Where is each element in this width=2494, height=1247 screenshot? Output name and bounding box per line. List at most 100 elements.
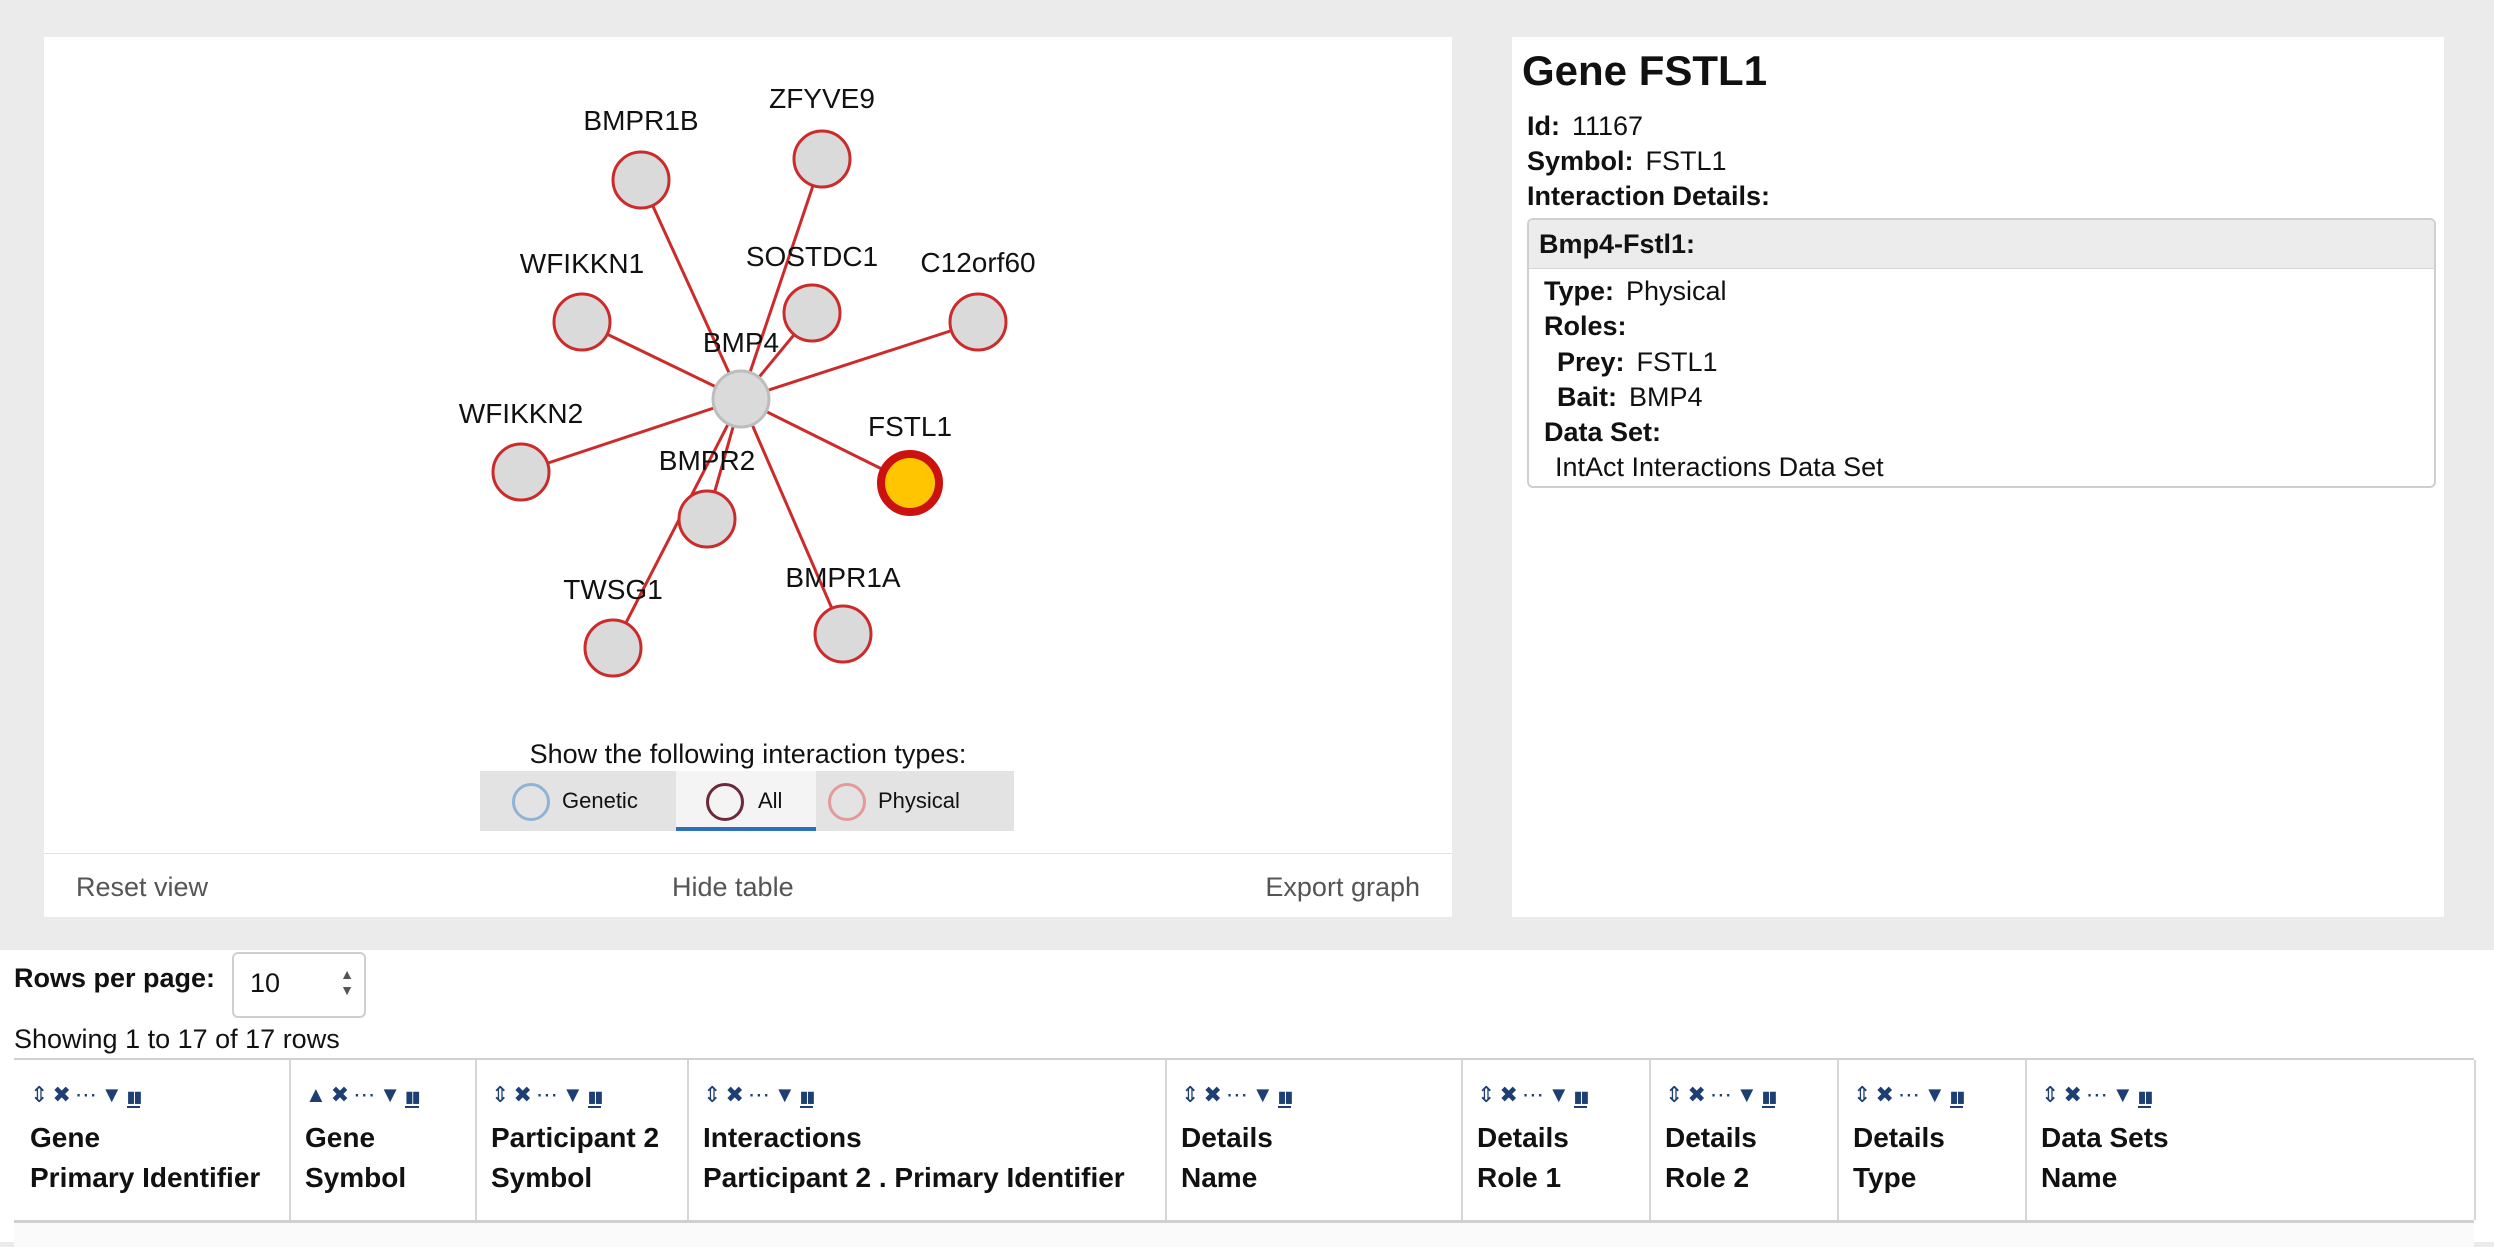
summary-icon[interactable]: ⋯: [1521, 1082, 1544, 1107]
filter-icon[interactable]: ▼: [1923, 1082, 1946, 1107]
edge-bmp4-c12orf60[interactable]: [740, 320, 979, 401]
column-tools: ⇕ ✖ ⋯ ▼ ▮▮: [1181, 1082, 1295, 1108]
dataset-value[interactable]: IntAct Interactions Data Set: [1555, 452, 1884, 482]
sort-icon[interactable]: ⇕: [1853, 1082, 1872, 1107]
filter-icon[interactable]: ▼: [561, 1082, 584, 1107]
interaction-graph[interactable]: BMPR1B ZFYVE9 WFIKKN1 SOSTDC1 C12orf60 BMP4 WF…: [44, 37, 1452, 737]
node-bmpr2[interactable]: [677, 489, 737, 549]
graph-toolbar: Reset view Hide table Export graph: [44, 853, 1452, 918]
dataset-heading: Data Set:: [1544, 417, 1662, 447]
filter-icon[interactable]: ▼: [773, 1082, 796, 1107]
column-header-2[interactable]: ▲ ✖ ⋯ ▼ ▮▮ Gene Symbol: [289, 1060, 477, 1220]
chart-icon[interactable]: ▮▮: [2137, 1089, 2153, 1108]
filter-icon[interactable]: ▼: [1735, 1082, 1758, 1107]
symbol-label: Symbol:: [1527, 146, 1634, 176]
export-graph-button[interactable]: Export graph: [1265, 872, 1420, 902]
edge-bmp4-bmpr1b[interactable]: [639, 179, 743, 400]
remove-icon[interactable]: ✖: [2063, 1082, 2082, 1107]
edge-bmp4-bmpr1a[interactable]: [739, 398, 845, 635]
column-title-line1: Details: [1665, 1122, 1757, 1153]
filter-icon[interactable]: ▼: [2111, 1082, 2134, 1107]
node-bmp4[interactable]: [711, 369, 771, 429]
column-header-8[interactable]: ⇕ ✖ ⋯ ▼ ▮▮ Details Type: [1837, 1060, 2027, 1220]
column-header-7[interactable]: ⇕ ✖ ⋯ ▼ ▮▮ Details Role 2: [1649, 1060, 1839, 1220]
filter-icon[interactable]: ▼: [1547, 1082, 1570, 1107]
filter-icon[interactable]: ▼: [100, 1082, 123, 1107]
remove-icon[interactable]: ✖: [1499, 1082, 1518, 1107]
sort-icon[interactable]: ⇕: [30, 1082, 49, 1107]
column-header-5[interactable]: ⇕ ✖ ⋯ ▼ ▮▮ Details Name: [1165, 1060, 1463, 1220]
column-title-line2: Name: [1181, 1162, 1258, 1193]
chart-icon[interactable]: ▮▮: [587, 1089, 603, 1108]
summary-icon[interactable]: ⋯: [1225, 1082, 1248, 1107]
node-label-sostdc1: SOSTDC1: [746, 241, 878, 272]
summary-icon[interactable]: ⋯: [747, 1082, 770, 1107]
remove-icon[interactable]: ✖: [1203, 1082, 1222, 1107]
column-header-3[interactable]: ⇕ ✖ ⋯ ▼ ▮▮ Participant 2 Symbol: [475, 1060, 689, 1220]
edge-bmp4-zfyve9[interactable]: [739, 158, 824, 400]
node-bmpr1b[interactable]: [611, 150, 671, 210]
chart-icon[interactable]: ▮▮: [1949, 1089, 1965, 1108]
remove-icon[interactable]: ✖: [1875, 1082, 1894, 1107]
chart-icon[interactable]: ▮▮: [126, 1089, 142, 1108]
chart-icon[interactable]: ▮▮: [1761, 1089, 1777, 1108]
column-header-4[interactable]: ⇕ ✖ ⋯ ▼ ▮▮ Interactions Participant 2 . Primar…: [687, 1060, 1167, 1220]
hide-table-button[interactable]: Hide table: [672, 872, 794, 902]
sort-icon[interactable]: ⇕: [1181, 1082, 1200, 1107]
summary-icon[interactable]: ⋯: [74, 1082, 97, 1107]
node-sostdc1[interactable]: [782, 283, 842, 343]
column-header-9[interactable]: ⇕ ✖ ⋯ ▼ ▮▮ Data Sets Name: [2025, 1060, 2476, 1220]
edge-bmp4-wfikkn2[interactable]: [520, 397, 742, 474]
node-label-bmp4: BMP4: [703, 327, 779, 358]
rows-per-page-select[interactable]: 10 ▲ ▼: [232, 952, 366, 1018]
column-title-line2: Name: [2041, 1162, 2118, 1193]
interaction-details-box: Bmp4-Fstl1: Type: Physical Roles: Prey: FS…: [1527, 218, 2436, 488]
column-tools: ⇕ ✖ ⋯ ▼ ▮▮: [703, 1082, 817, 1108]
remove-icon[interactable]: ✖: [330, 1082, 350, 1107]
chart-icon[interactable]: ▮▮: [1573, 1089, 1589, 1108]
sort-icon[interactable]: ⇕: [491, 1082, 510, 1107]
sort-icon[interactable]: ⇕: [2041, 1082, 2060, 1107]
remove-icon[interactable]: ✖: [52, 1082, 71, 1107]
type-physical-button[interactable]: Physical: [816, 771, 1014, 831]
chart-icon[interactable]: ▮▮: [1277, 1089, 1293, 1108]
chart-icon[interactable]: ▮▮: [799, 1089, 815, 1108]
chart-icon[interactable]: ▮▮: [405, 1089, 421, 1108]
sort-asc-icon[interactable]: ▲: [305, 1082, 327, 1107]
node-fstl1[interactable]: [877, 450, 943, 516]
type-genetic-button[interactable]: Genetic: [480, 771, 676, 831]
node-label-bmpr2: BMPR2: [659, 445, 755, 476]
node-zfyve9[interactable]: [792, 129, 852, 189]
remove-icon[interactable]: ✖: [1687, 1082, 1706, 1107]
summary-icon[interactable]: ⋯: [353, 1082, 376, 1107]
node-wfikkn1[interactable]: [552, 292, 612, 352]
interaction-types-label: Show the following interaction types:: [529, 739, 967, 769]
type-all-button[interactable]: All: [676, 771, 816, 831]
remove-icon[interactable]: ✖: [725, 1082, 744, 1107]
summary-icon[interactable]: ⋯: [2085, 1082, 2108, 1107]
reset-view-button[interactable]: Reset view: [76, 872, 209, 902]
select-arrows-icon: ▲ ▼: [340, 966, 354, 998]
sort-icon[interactable]: ⇕: [1665, 1082, 1684, 1107]
node-c12orf60[interactable]: [948, 292, 1008, 352]
remove-icon[interactable]: ✖: [513, 1082, 532, 1107]
node-twsg1[interactable]: [583, 618, 643, 678]
node-bmpr1a[interactable]: [813, 604, 873, 664]
column-title-line2: Type: [1853, 1162, 1917, 1193]
interaction-type-row: Type: Physical: [1544, 276, 1727, 306]
filter-icon[interactable]: ▼: [379, 1082, 401, 1107]
node-wfikkn2[interactable]: [491, 442, 551, 502]
filter-icon[interactable]: ▼: [1251, 1082, 1274, 1107]
interaction-title: Bmp4-Fstl1:: [1529, 220, 2434, 269]
type-all-label: All: [758, 788, 783, 813]
summary-icon[interactable]: ⋯: [1709, 1082, 1732, 1107]
column-header-6[interactable]: ⇕ ✖ ⋯ ▼ ▮▮ Details Role 1: [1461, 1060, 1651, 1220]
column-header-1[interactable]: ⇕ ✖ ⋯ ▼ ▮▮ Gene Primary Identifier: [14, 1060, 291, 1220]
sort-icon[interactable]: ⇕: [1477, 1082, 1496, 1107]
edge-bmp4-twsg1[interactable]: [611, 398, 743, 649]
bait-row: Bait: BMP4: [1557, 382, 1703, 412]
summary-icon[interactable]: ⋯: [535, 1082, 558, 1107]
sort-icon[interactable]: ⇕: [703, 1082, 722, 1107]
results-table: ⇕ ✖ ⋯ ▼ ▮▮ Gene Primary Identifier ▲ ✖ ⋯ ▼ ▮▮ Gene Sy…: [14, 1058, 2476, 1247]
summary-icon[interactable]: ⋯: [1897, 1082, 1920, 1107]
